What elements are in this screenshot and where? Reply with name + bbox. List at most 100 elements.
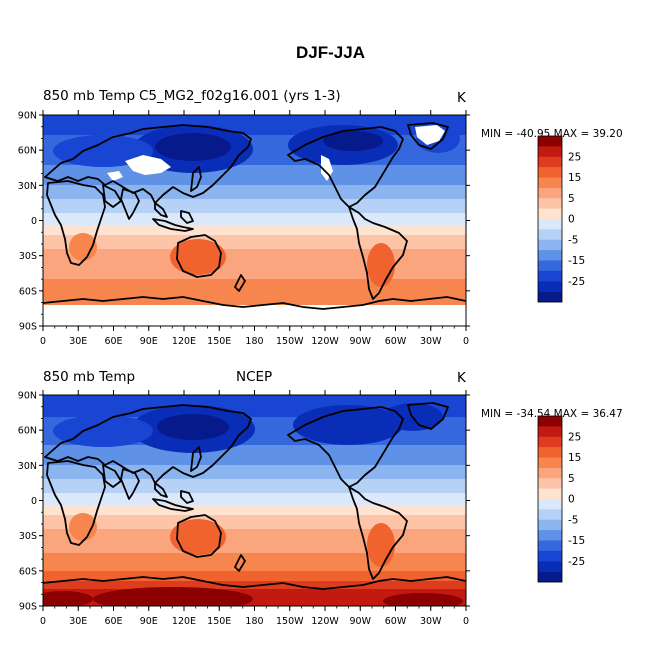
colorbar-box-1	[538, 136, 562, 147]
panel-1-left-title: 850 mb Temp	[43, 88, 136, 104]
lon-label-2: 60W	[385, 616, 407, 627]
lon-label-2: 90E	[140, 616, 158, 627]
colorbar-box-1	[538, 219, 562, 230]
lon-label-2: 0	[40, 616, 46, 627]
lon-label-2: 90W	[350, 616, 372, 627]
lon-label-2: 150E	[207, 616, 231, 627]
lat-label-1: 90S	[19, 322, 37, 333]
colorbar-box-1	[538, 291, 562, 303]
lat-label-2: 60N	[18, 426, 37, 437]
lon-label-2: 30E	[69, 616, 87, 627]
colorbar-label-1: 15	[568, 172, 581, 184]
colorbar-box-2	[538, 478, 562, 489]
lon-label-1: 0	[463, 336, 469, 347]
lon-label-1: 30E	[69, 336, 87, 347]
lat-label-2: 60S	[19, 566, 37, 577]
colorbar-box-2	[538, 426, 562, 438]
colorbar-label-2: -5	[568, 514, 578, 526]
lon-label-1: 60W	[385, 336, 407, 347]
colorbar-frame-2	[537, 415, 563, 583]
colorbar-box-2	[538, 499, 562, 510]
colorbar-box-1	[538, 260, 562, 272]
map-panel-1	[43, 115, 466, 326]
colorbar-box-1	[538, 281, 562, 292]
lon-label-1: 180	[245, 336, 263, 347]
lat-label-2: 30S	[19, 531, 37, 542]
colorbar-box-1	[538, 187, 562, 199]
colorbar-box-1	[538, 250, 562, 261]
colorbar-box-1	[538, 198, 562, 209]
colorbar-box-2	[538, 467, 562, 479]
colorbar-label-2: -15	[568, 535, 585, 547]
lat-label-1: 90N	[18, 111, 37, 122]
colorbar-label-2: -25	[568, 556, 585, 568]
lon-label-2: 30W	[420, 616, 442, 627]
colorbar-box-1	[538, 156, 562, 168]
map-panel-2	[43, 395, 466, 606]
lat-label-2: 30N	[18, 461, 37, 472]
colorbar-box-2	[538, 416, 562, 427]
colorbar-box-2	[538, 561, 562, 572]
lat-label-1: 30N	[18, 181, 37, 192]
colorbar-box-2	[538, 436, 562, 448]
lon-label-2: 120W	[311, 616, 339, 627]
lon-label-2: 60E	[104, 616, 122, 627]
lat-label-1: 60S	[19, 286, 37, 297]
lat-label-2: 90S	[19, 602, 37, 613]
colorbar-box-1	[538, 208, 562, 220]
lon-label-2: 180	[245, 616, 263, 627]
colorbar-box-1	[538, 270, 562, 282]
colorbar-box-2	[538, 519, 562, 531]
lat-label-1: 30S	[19, 251, 37, 262]
colorbar-label-1: 0	[568, 214, 575, 226]
colorbar-box-1	[538, 167, 562, 178]
panel-1-min-max: MIN = -40.95 MAX = 39.20	[481, 128, 623, 140]
lat-label-2: 90N	[18, 391, 37, 402]
colorbar-box-1	[538, 229, 562, 241]
colorbar-label-1: 5	[568, 193, 575, 205]
lon-label-1: 30W	[420, 336, 442, 347]
colorbar-box-2	[538, 447, 562, 458]
lon-label-1: 90E	[140, 336, 158, 347]
panel-2-center-title: NCEP	[236, 369, 273, 385]
lon-label-1: 150E	[207, 336, 231, 347]
panel-2-units: K	[457, 370, 466, 386]
colorbar-label-2: 5	[568, 473, 575, 485]
lon-label-2: 150W	[276, 616, 304, 627]
colorbar-box-2	[538, 509, 562, 521]
colorbar-box-1	[538, 146, 562, 158]
colorbar-box-2	[538, 540, 562, 552]
panel-2-left-title: 850 mb Temp	[43, 369, 136, 385]
lon-label-1: 0	[40, 336, 46, 347]
colorbar-box-2	[538, 550, 562, 562]
colorbar-frame-1	[537, 135, 563, 303]
panel-1-center-title: C5_MG2_f02g16.001 (yrs 1-3)	[139, 88, 341, 104]
lon-label-2: 120E	[172, 616, 196, 627]
lon-label-1: 120E	[172, 336, 196, 347]
colorbar-label-1: -15	[568, 255, 585, 267]
colorbar-label-1: 25	[568, 151, 581, 163]
colorbar-label-2: 25	[568, 431, 581, 443]
colorbar-label-1: -5	[568, 234, 578, 246]
colorbar-box-2	[538, 488, 562, 500]
colorbar-box-2	[538, 571, 562, 583]
colorbar-label-2: 15	[568, 452, 581, 464]
panel-2-min-max: MIN = -34.54 MAX = 36.47	[481, 408, 623, 420]
lon-label-2: 0	[463, 616, 469, 627]
colorbar-box-2	[538, 457, 562, 469]
colorbar-box-2	[538, 530, 562, 541]
colorbar-box-1	[538, 239, 562, 251]
figure-title: DJF-JJA	[296, 43, 365, 62]
colorbar-label-1: -25	[568, 276, 585, 288]
lon-label-1: 150W	[276, 336, 304, 347]
lat-label-2: 0	[31, 496, 37, 507]
colorbar-box-1	[538, 177, 562, 189]
panel-1-units: K	[457, 90, 466, 106]
colorbar-label-2: 0	[568, 494, 575, 506]
lon-label-1: 120W	[311, 336, 339, 347]
lat-label-1: 60N	[18, 146, 37, 157]
lon-label-1: 60E	[104, 336, 122, 347]
lon-label-1: 90W	[350, 336, 372, 347]
lat-label-1: 0	[31, 216, 37, 227]
